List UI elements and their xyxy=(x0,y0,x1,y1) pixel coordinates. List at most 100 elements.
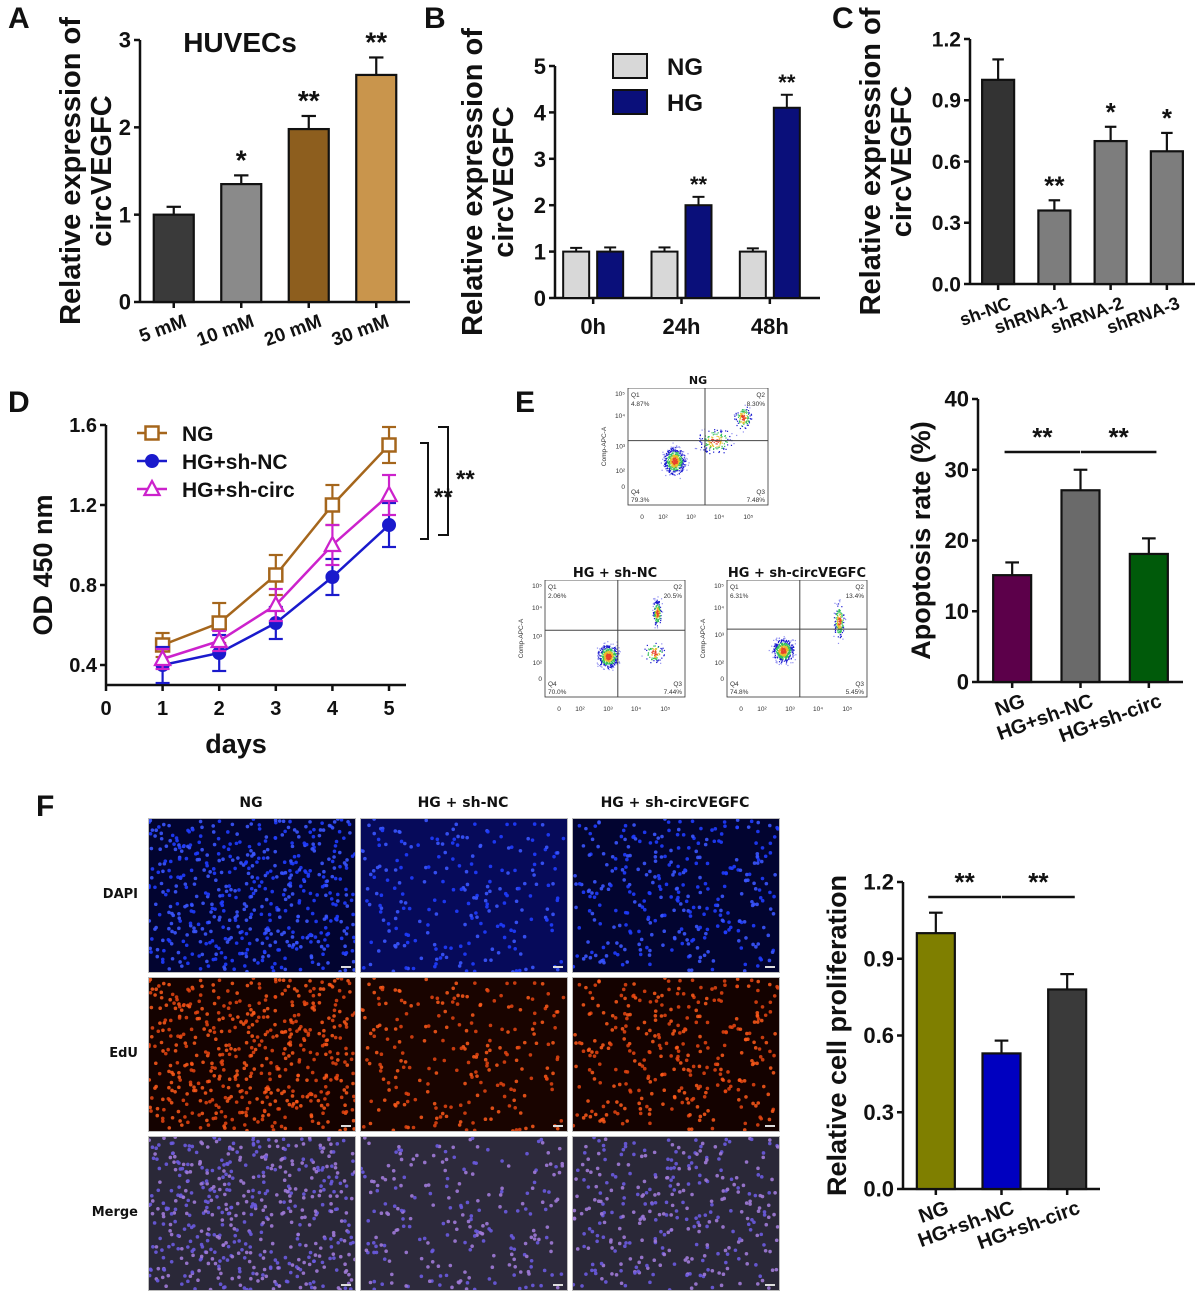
event-dot xyxy=(676,473,679,476)
flow-plot-title: HG + sh-NC xyxy=(572,566,658,581)
x-tick-label: 2 xyxy=(214,698,225,720)
cell-nucleus xyxy=(555,1126,560,1131)
cell-nucleus xyxy=(682,1091,687,1095)
cell-nucleus xyxy=(193,929,198,934)
event-dot xyxy=(774,648,776,651)
cell-nucleus xyxy=(472,895,476,900)
cell-nucleus xyxy=(228,842,232,846)
event-dot xyxy=(780,645,782,647)
event-dot xyxy=(838,631,840,633)
cell-nucleus xyxy=(351,1051,355,1056)
cell-nucleus xyxy=(590,1050,594,1054)
cell-nucleus xyxy=(259,1230,264,1235)
event-dot xyxy=(843,614,845,616)
cell-nucleus xyxy=(200,1165,204,1170)
cell-nucleus xyxy=(225,1258,230,1262)
cell-nucleus xyxy=(244,954,249,959)
cell-nucleus xyxy=(478,844,482,849)
cell-nucleus xyxy=(689,968,694,972)
cell-nucleus xyxy=(233,918,238,923)
cell-nucleus xyxy=(223,1126,227,1130)
event-dot xyxy=(653,657,656,660)
event-dot xyxy=(610,659,612,661)
cell-nucleus xyxy=(159,1040,164,1045)
cell-nucleus xyxy=(512,822,517,826)
cell-nucleus xyxy=(614,841,619,845)
cell-nucleus xyxy=(430,836,434,841)
cell-nucleus xyxy=(322,1106,327,1110)
event-dot xyxy=(607,658,609,660)
cell-nucleus xyxy=(330,1018,335,1023)
event-dot xyxy=(777,645,779,647)
y-tick-label: 0.0 xyxy=(863,1177,894,1202)
cell-nucleus xyxy=(227,1052,232,1057)
cell-nucleus xyxy=(331,1252,336,1256)
cell-nucleus xyxy=(485,904,489,909)
event-dot xyxy=(671,453,673,455)
event-dot xyxy=(738,420,741,423)
cell-nucleus xyxy=(155,1113,160,1118)
event-dot xyxy=(786,655,788,657)
cell-nucleus xyxy=(621,987,626,992)
cell-nucleus xyxy=(551,882,555,886)
cell-nucleus xyxy=(722,979,727,983)
cell-nucleus xyxy=(606,1100,610,1104)
cell-nucleus xyxy=(205,1022,209,1027)
cell-nucleus xyxy=(663,819,667,821)
event-dot xyxy=(781,656,783,658)
cell-nucleus xyxy=(319,944,324,949)
event-dot xyxy=(670,473,672,475)
cell-nucleus xyxy=(193,876,198,881)
cell-nucleus xyxy=(283,1056,288,1061)
cell-nucleus xyxy=(620,1121,625,1126)
cell-nucleus xyxy=(464,969,469,972)
event-dot xyxy=(839,617,841,620)
event-dot xyxy=(794,659,796,661)
cell-nucleus xyxy=(632,1059,637,1063)
cell-nucleus xyxy=(321,987,326,991)
cell-nucleus xyxy=(319,1184,323,1188)
cell-nucleus xyxy=(393,829,398,833)
event-dot xyxy=(606,644,608,647)
event-dot xyxy=(773,645,775,647)
cell-nucleus xyxy=(393,943,397,948)
cell-nucleus xyxy=(333,1035,338,1040)
cell-nucleus xyxy=(263,886,268,891)
event-dot xyxy=(679,461,682,463)
cell-nucleus xyxy=(743,962,748,967)
cell-nucleus xyxy=(367,1061,372,1066)
event-dot xyxy=(792,662,794,664)
event-dot xyxy=(664,455,666,458)
cell-nucleus xyxy=(221,925,225,929)
cell-nucleus xyxy=(248,1074,253,1079)
cell-nucleus xyxy=(694,849,699,854)
event-dot xyxy=(786,651,788,653)
event-dot xyxy=(784,647,786,649)
event-dot xyxy=(678,466,680,468)
event-dot xyxy=(683,454,685,456)
cell-nucleus xyxy=(264,835,269,839)
event-dot xyxy=(661,650,663,652)
cell-nucleus xyxy=(219,870,224,875)
event-dot xyxy=(607,666,609,668)
event-dot xyxy=(667,460,669,462)
cell-nucleus xyxy=(361,966,366,970)
event-dot xyxy=(611,653,613,655)
cell-nucleus xyxy=(770,1109,775,1114)
cell-nucleus xyxy=(264,897,269,902)
event-dot xyxy=(607,649,609,652)
cell-nucleus xyxy=(713,909,717,913)
cell-nucleus xyxy=(313,1253,318,1257)
cell-nucleus xyxy=(338,1254,343,1259)
cell-nucleus xyxy=(757,888,762,892)
cell-nucleus xyxy=(300,1215,304,1220)
cell-nucleus xyxy=(498,887,502,891)
cell-nucleus xyxy=(588,990,593,995)
event-dot xyxy=(616,644,618,647)
event-dot xyxy=(837,612,839,615)
cell-nucleus xyxy=(280,992,285,996)
event-dot xyxy=(836,618,838,621)
event-dot xyxy=(841,615,843,617)
cell-nucleus xyxy=(186,1279,190,1284)
cell-nucleus xyxy=(637,929,641,934)
